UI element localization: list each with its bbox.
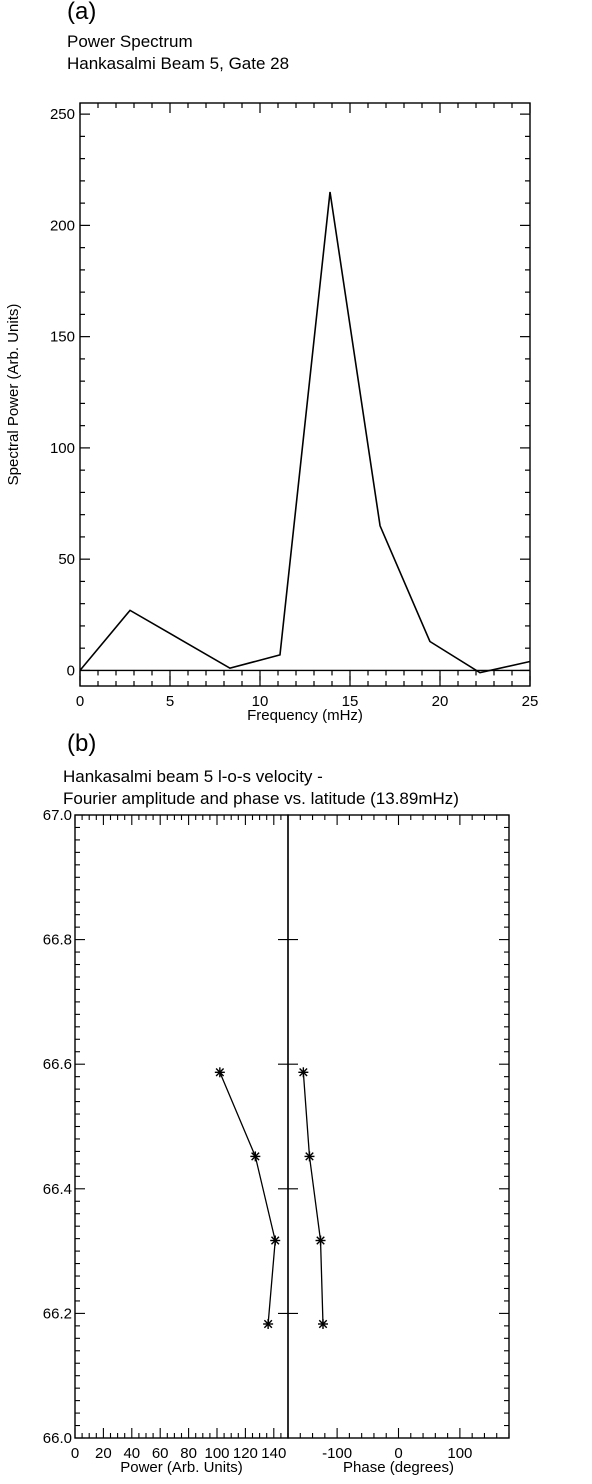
x-tick-label-phase: -100 [322,1445,352,1462]
panel-b-label: (b) [67,730,97,757]
x-tick-label-power: 40 [123,1445,140,1462]
y-tick-label-a: 50 [58,551,75,568]
y-tick-label-a: 0 [67,662,75,679]
x-axis-label-a: Frequency (mHz) [247,707,363,724]
x-tick-label-power: 80 [180,1445,197,1462]
y-tick-label-b: 66.2 [43,1305,72,1322]
x-tick-label-a: 10 [252,693,269,710]
y-tick-label-a: 100 [50,440,75,457]
panel-a-title: Power Spectrum [67,32,193,51]
x-tick-label-power: 0 [71,1445,79,1462]
x-tick-label-power: 20 [95,1445,112,1462]
y-tick-label-b: 66.8 [43,932,72,949]
y-tick-label-a: 250 [50,106,75,123]
power-point [214,1067,225,1078]
x-tick-label-a: 0 [76,693,84,710]
x-axis-label-phase: Phase (degrees) [343,1459,454,1476]
power-point [263,1318,274,1329]
x-tick-label-power: 120 [233,1445,258,1462]
phase-point [315,1235,326,1246]
x-tick-label-power: 140 [261,1445,286,1462]
x-tick-label-phase: 0 [394,1445,402,1462]
panel-a-subtitle: Hankasalmi Beam 5, Gate 28 [67,54,290,73]
panel-b-title: Hankasalmi beam 5 l-o-s velocity - [63,767,323,786]
plot-frame-a [79,102,531,687]
plot-frame-phase [287,814,510,1439]
panel-b-subtitle: Fourier amplitude and phase vs. latitude… [63,789,459,808]
x-tick-label-power: 60 [152,1445,169,1462]
x-tick-label-a: 20 [432,693,449,710]
power-line [219,1072,276,1325]
phase-point [317,1318,328,1329]
x-tick-label-power: 100 [204,1445,229,1462]
phase-line [302,1072,324,1325]
y-tick-label-b: 66.6 [43,1056,72,1073]
spectrum-line [79,191,531,674]
x-tick-label-phase: 100 [447,1445,472,1462]
power-point [270,1235,281,1246]
y-tick-label-b: 66.4 [43,1181,72,1198]
y-tick-label-a: 150 [50,329,75,346]
power-point [250,1151,261,1162]
y-tick-label-a: 200 [50,217,75,234]
y-axis-label-a: Spectral Power (Arb. Units) [5,304,22,486]
x-axis-label-power: Power (Arb. Units) [120,1459,243,1476]
phase-point [298,1067,309,1078]
phase-point [304,1151,315,1162]
x-tick-label-a: 5 [166,693,174,710]
y-tick-label-b: 67.0 [43,807,72,824]
x-tick-label-a: 15 [342,693,359,710]
x-tick-label-a: 25 [522,693,539,710]
plot-frame-power [74,814,289,1439]
y-tick-label-b: 66.0 [43,1430,72,1447]
panel-a-label: (a) [67,0,97,25]
